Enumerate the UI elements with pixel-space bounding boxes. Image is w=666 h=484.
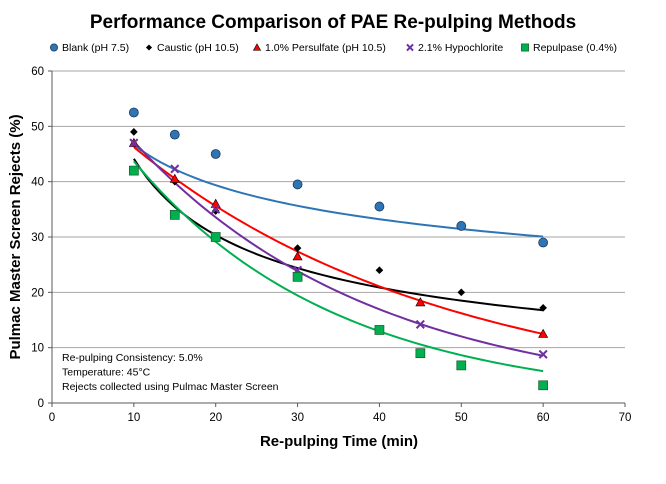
y-tick-label: 60 xyxy=(31,66,44,78)
data-point-2-1-hypochlorite xyxy=(415,319,425,329)
x-tick-label: 0 xyxy=(49,412,55,424)
legend-label: 2.1% Hypochlorite xyxy=(418,42,503,54)
trendline-repulpase-0-4 xyxy=(133,160,544,373)
y-tick-label: 40 xyxy=(31,177,44,189)
y-tick-label: 50 xyxy=(31,121,44,133)
data-point-caustic-ph-10-5 xyxy=(539,304,547,312)
legend-label: Blank (pH 7.5) xyxy=(62,42,129,54)
data-point-blank-ph-7-5 xyxy=(374,201,385,212)
annotation-line: Temperature: 45°C xyxy=(62,367,151,379)
data-point-repulpase-0-4 xyxy=(456,360,467,371)
data-point-caustic-ph-10-5 xyxy=(457,288,466,297)
legend-item-repulpase-0-4: Repulpase (0.4%) xyxy=(521,42,617,54)
annotation-line: Re-pulping Consistency: 5.0% xyxy=(62,352,203,364)
axes xyxy=(48,70,626,407)
data-point-1-0-persulfate-ph-10-5 xyxy=(210,198,221,208)
legend-label: Caustic (pH 10.5) xyxy=(157,42,239,54)
data-point-blank-ph-7-5 xyxy=(169,129,180,140)
legend-item-blank-ph-7-5: Blank (pH 7.5) xyxy=(50,42,129,54)
data-point-repulpase-0-4 xyxy=(210,232,221,242)
legend: Blank (pH 7.5) Caustic (pH 10.5) 1.0% Pers… xyxy=(50,42,617,54)
legend-marker-blank-ph-7-5 xyxy=(50,43,59,52)
data-point-2-1-hypochlorite xyxy=(170,164,180,174)
x-tick-label: 70 xyxy=(619,412,632,424)
y-tick-label: 30 xyxy=(31,232,44,244)
x-tick-label: 10 xyxy=(127,412,140,424)
data-point-blank-ph-7-5 xyxy=(128,107,139,118)
legend-item-2-1-hypochlorite: 2.1% Hypochlorite xyxy=(406,42,503,54)
data-point-repulpase-0-4 xyxy=(129,165,139,176)
data-points xyxy=(128,107,549,391)
legend-item-1-0-persulfate-ph-10-5: 1.0% Persulfate (pH 10.5) xyxy=(252,42,386,54)
data-point-1-0-persulfate-ph-10-5 xyxy=(292,251,303,261)
data-point-2-1-hypochlorite xyxy=(538,349,548,359)
legend-label: Repulpase (0.4%) xyxy=(533,42,617,54)
legend-label: 1.0% Persulfate (pH 10.5) xyxy=(265,42,386,54)
x-tick-label: 30 xyxy=(291,412,304,424)
y-axis-title: Pulmac Master Screen Rejects (%) xyxy=(7,114,24,359)
data-point-repulpase-0-4 xyxy=(292,271,303,282)
trendline-caustic-ph-10-5 xyxy=(133,158,544,312)
y-tick-label: 20 xyxy=(31,287,44,299)
trend-lines xyxy=(133,140,544,373)
data-point-blank-ph-7-5 xyxy=(210,149,221,159)
chart-title: Performance Comparison of PAE Re-pulping… xyxy=(90,12,576,33)
annotation-line: Rejects collected using Pulmac Master Sc… xyxy=(62,381,279,393)
data-point-repulpase-0-4 xyxy=(415,348,426,359)
annotation-box: Re-pulping Consistency: 5.0% Temperature:… xyxy=(62,352,279,393)
x-axis-title: Re-pulping Time (min) xyxy=(260,433,418,450)
x-tick-label: 50 xyxy=(455,412,468,424)
data-point-2-1-hypochlorite xyxy=(211,204,221,214)
trendline-1-0-persulfate-ph-10-5 xyxy=(133,146,544,335)
data-point-2-1-hypochlorite xyxy=(129,138,139,148)
legend-marker-2-1-hypochlorite xyxy=(406,43,414,52)
gridlines xyxy=(52,70,625,349)
data-point-caustic-ph-10-5 xyxy=(293,244,302,252)
data-point-blank-ph-7-5 xyxy=(538,237,549,248)
legend-marker-1-0-persulfate-ph-10-5 xyxy=(252,43,262,51)
y-tick-label: 10 xyxy=(31,343,44,355)
data-point-blank-ph-7-5 xyxy=(292,179,303,190)
data-point-caustic-ph-10-5 xyxy=(211,207,220,215)
x-tick-label: 40 xyxy=(373,412,386,424)
legend-marker-caustic-ph-10-5 xyxy=(145,44,153,51)
legend-marker-repulpase-0-4 xyxy=(521,43,529,52)
data-point-caustic-ph-10-5 xyxy=(130,128,138,136)
trendline-blank-ph-7-5 xyxy=(133,144,544,238)
data-point-1-0-persulfate-ph-10-5 xyxy=(538,328,549,338)
data-point-repulpase-0-4 xyxy=(374,325,385,335)
legend-item-caustic-ph-10-5: Caustic (pH 10.5) xyxy=(145,42,239,54)
x-tick-label: 20 xyxy=(209,412,222,424)
trendline-2-1-hypochlorite xyxy=(133,140,544,357)
y-tick-label: 0 xyxy=(38,398,44,410)
data-point-repulpase-0-4 xyxy=(538,380,548,391)
data-point-repulpase-0-4 xyxy=(169,210,180,220)
data-point-1-0-persulfate-ph-10-5 xyxy=(169,173,180,183)
x-tick-label: 60 xyxy=(537,412,550,424)
tick-labels: 0 10 20 30 40 50 60 70 0 10 20 30 40 50 60 xyxy=(31,66,631,424)
data-point-caustic-ph-10-5 xyxy=(375,266,384,275)
data-point-1-0-persulfate-ph-10-5 xyxy=(415,297,426,307)
data-point-blank-ph-7-5 xyxy=(456,221,467,231)
